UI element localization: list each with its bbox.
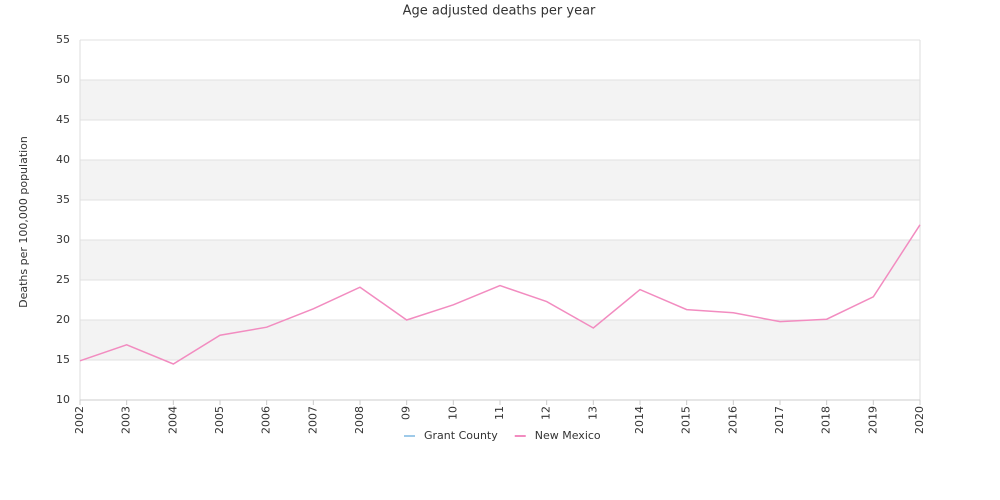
grid-band [80,320,920,360]
x-tick-label: 2003 [120,406,133,434]
x-tick-label: 12 [540,406,553,420]
x-tick-label: 09 [400,406,413,420]
grid-band [80,80,920,120]
grid-band [80,240,920,280]
y-tick-label: 45 [56,113,70,126]
x-tick-label: 2015 [680,406,693,434]
grid-band [80,160,920,200]
y-tick-label: 25 [56,273,70,286]
x-tick-label: 2006 [260,406,273,434]
y-tick-label: 40 [56,153,70,166]
x-tick-label: 2008 [353,406,366,434]
x-tick-label: 2002 [73,406,86,434]
y-tick-label: 10 [56,393,70,406]
x-tick-label: 2020 [913,406,926,434]
legend-label: New Mexico [535,429,601,442]
x-tick-label: 2004 [166,406,179,434]
x-tick-label: 2014 [633,406,646,434]
y-tick-label: 15 [56,353,70,366]
y-axis-label: Deaths per 100,000 population [17,136,30,308]
x-tick-label: 10 [446,406,459,420]
x-tick-label: 13 [586,406,599,420]
x-tick-label: 2017 [773,406,786,434]
x-tick-label: 2018 [820,406,833,434]
x-tick-label: 2005 [213,406,226,434]
y-tick-label: 20 [56,313,70,326]
y-tick-label: 50 [56,73,70,86]
chart-title: Age adjusted deaths per year [403,4,596,19]
y-tick-label: 35 [56,193,70,206]
legend-label: Grant County [424,429,498,442]
y-tick-label: 30 [56,233,70,246]
x-tick-label: 2019 [866,406,879,434]
y-tick-label: 55 [56,33,70,46]
x-tick-label: 11 [493,406,506,420]
x-tick-label: 2007 [306,406,319,434]
x-tick-label: 2016 [726,406,739,434]
series-line [79,224,921,365]
